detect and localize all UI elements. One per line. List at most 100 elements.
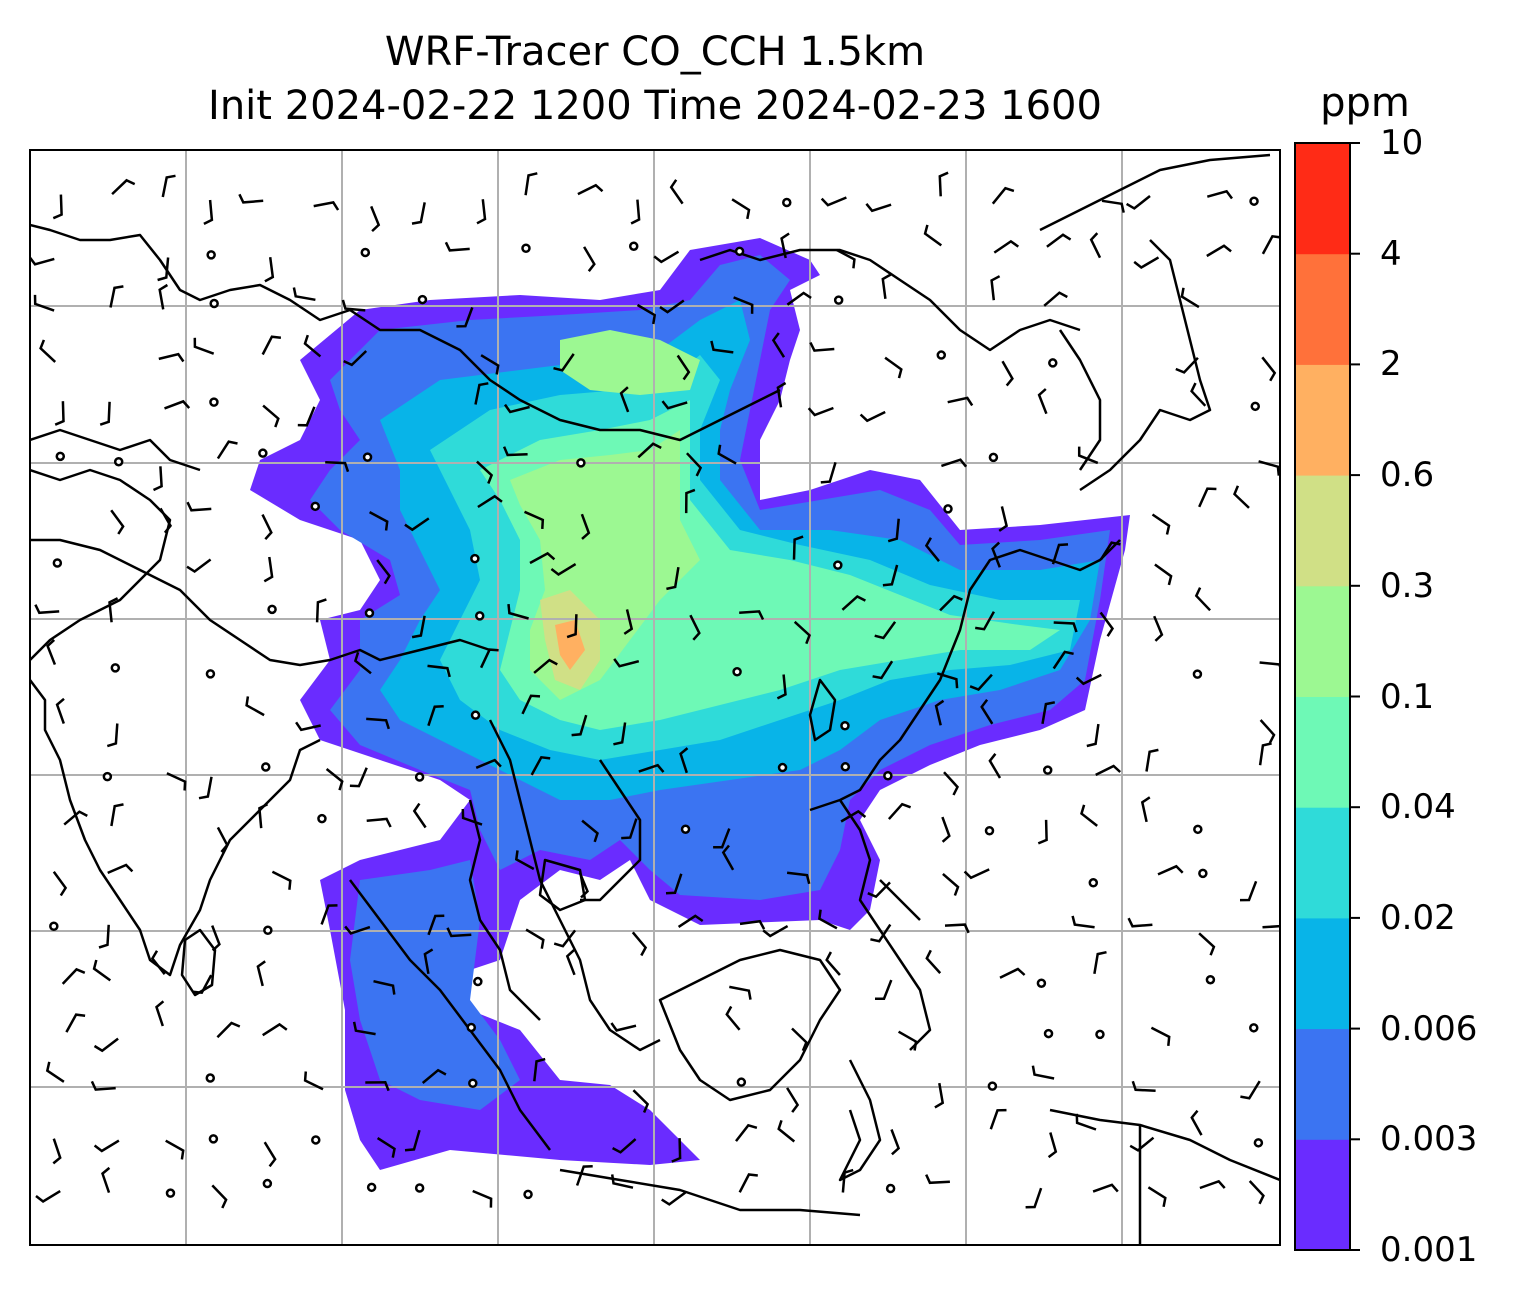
wind-barb xyxy=(713,828,731,849)
wind-barb xyxy=(1101,199,1125,213)
wind-barb xyxy=(1099,541,1121,561)
wind-barb xyxy=(887,802,912,820)
calm-wind-marker xyxy=(1095,1029,1105,1040)
wind-barb xyxy=(193,337,215,355)
calm-wind-marker xyxy=(360,247,371,258)
wind-barb xyxy=(353,651,372,675)
wind-barb xyxy=(553,353,575,372)
wind-barb xyxy=(369,511,389,531)
wind-barb xyxy=(1093,950,1107,975)
chart-title-line2: Init 2024-02-22 1200 Time 2024-02-23 160… xyxy=(208,83,1102,129)
calm-wind-marker xyxy=(317,813,327,824)
wind-barb xyxy=(1206,189,1233,200)
calm-wind-marker xyxy=(1048,358,1058,368)
wind-barb xyxy=(411,615,426,639)
wind-barb xyxy=(897,1030,918,1051)
wind-barb xyxy=(1131,1080,1156,1093)
colorbar-segment-8 xyxy=(1295,253,1350,365)
wind-barb xyxy=(161,174,176,198)
calm-wind-marker xyxy=(261,762,271,772)
wind-barb xyxy=(676,354,691,381)
wind-barb xyxy=(776,674,787,700)
coastline-segment xyxy=(1049,1108,1280,1182)
wind-barb xyxy=(1043,291,1068,307)
wind-barb xyxy=(376,1137,396,1158)
coastline-segment xyxy=(349,879,551,1151)
wind-barb xyxy=(1198,932,1216,956)
wind-barb xyxy=(975,611,995,631)
wind-barb xyxy=(370,205,381,233)
wind-barb xyxy=(735,1123,758,1142)
wind-barb xyxy=(969,673,993,691)
colorbar-segment-7 xyxy=(1295,364,1350,476)
wind-barb xyxy=(771,332,786,358)
wind-barb xyxy=(1258,460,1280,476)
wind-barb xyxy=(158,283,169,310)
wind-barb xyxy=(1261,356,1277,382)
wind-barb xyxy=(303,334,322,358)
calm-wind-marker xyxy=(417,294,428,305)
coastline-segment xyxy=(538,858,587,912)
wind-barb xyxy=(924,537,940,562)
wind-barb xyxy=(203,199,214,226)
wind-barb xyxy=(157,257,170,282)
wind-barb xyxy=(404,517,430,532)
coastline-segment xyxy=(30,428,201,472)
calm-wind-marker xyxy=(1036,978,1047,988)
wind-barb xyxy=(841,594,866,611)
colorbar-tick-label: 0.001 xyxy=(1380,1230,1478,1270)
wind-barb xyxy=(1080,804,1098,827)
wind-barb xyxy=(93,1037,119,1053)
wind-barb xyxy=(786,871,811,885)
calm-wind-marker xyxy=(883,770,893,781)
wind-barb xyxy=(666,567,680,591)
calm-wind-marker xyxy=(576,458,586,468)
wind-barb xyxy=(1086,723,1100,748)
wind-barb xyxy=(261,335,282,356)
plume-contour-level-7 xyxy=(555,620,585,670)
calm-wind-marker xyxy=(840,762,851,772)
wind-barb xyxy=(110,509,125,535)
wind-barb xyxy=(1041,701,1056,725)
coastline-segment xyxy=(808,678,837,742)
wind-barb xyxy=(1047,1132,1058,1159)
wind-barb xyxy=(109,285,124,308)
colorbar-segment-3 xyxy=(1295,807,1350,919)
calm-wind-marker xyxy=(55,451,66,462)
wind-barb xyxy=(63,810,88,826)
wind-barb xyxy=(366,817,392,828)
coastline-segment xyxy=(559,1168,861,1217)
wind-barb xyxy=(631,931,648,957)
wind-barb xyxy=(52,194,63,220)
wind-barb xyxy=(610,1022,637,1032)
wind-barb xyxy=(729,985,752,1000)
wind-barb xyxy=(54,401,65,426)
wind-barb xyxy=(870,923,892,943)
wind-barb xyxy=(867,881,891,899)
calm-wind-marker xyxy=(414,772,425,782)
wind-barb xyxy=(479,648,499,669)
wind-barb xyxy=(514,850,535,871)
wind-barb xyxy=(271,870,292,890)
wind-barb xyxy=(739,610,765,621)
wind-barb xyxy=(258,803,269,829)
wind-barb xyxy=(1153,615,1164,642)
colorbar-segment-2 xyxy=(1295,917,1350,1030)
wind-barb xyxy=(890,1129,901,1156)
wind-barb xyxy=(61,967,86,985)
coastline-segment xyxy=(1039,153,1271,232)
wind-barb xyxy=(107,863,134,875)
wind-barb xyxy=(186,558,212,574)
colorbar-tick-label: 0.1 xyxy=(1380,676,1435,717)
calm-wind-marker xyxy=(366,1182,377,1193)
wind-barb xyxy=(925,1174,950,1185)
wind-barb xyxy=(411,202,426,225)
plume-contour-level-5 xyxy=(560,330,700,395)
colorbar-tick-label: 0.003 xyxy=(1380,1119,1478,1160)
wind-barb xyxy=(1154,563,1173,586)
wind-barb xyxy=(211,1184,228,1209)
calm-wind-marker xyxy=(262,1178,273,1189)
wind-barb xyxy=(583,246,596,272)
wind-barb xyxy=(164,399,191,410)
